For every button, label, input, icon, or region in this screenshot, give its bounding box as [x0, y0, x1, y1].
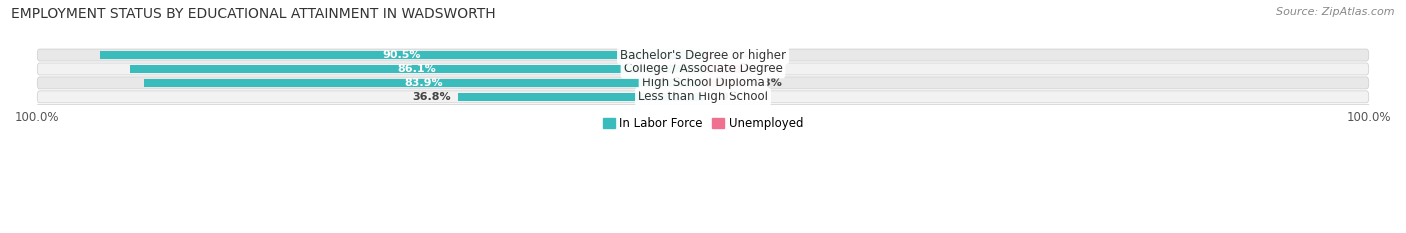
Text: Bachelor's Degree or higher: Bachelor's Degree or higher [620, 48, 786, 62]
FancyBboxPatch shape [37, 49, 1369, 61]
Text: 6.0%: 6.0% [749, 64, 780, 74]
Bar [145, 79, 703, 87]
FancyBboxPatch shape [37, 63, 1369, 75]
Bar [703, 51, 711, 59]
Text: EMPLOYMENT STATUS BY EDUCATIONAL ATTAINMENT IN WADSWORTH: EMPLOYMENT STATUS BY EDUCATIONAL ATTAINM… [11, 7, 496, 21]
FancyBboxPatch shape [37, 91, 1369, 103]
Text: 36.8%: 36.8% [413, 92, 451, 102]
Text: 1.3%: 1.3% [718, 50, 749, 60]
Bar [458, 93, 703, 101]
Bar [703, 65, 742, 73]
Bar [100, 51, 703, 59]
Text: 86.1%: 86.1% [396, 64, 436, 74]
Text: 83.9%: 83.9% [405, 78, 443, 88]
Text: College / Associate Degree: College / Associate Degree [624, 62, 782, 75]
FancyBboxPatch shape [37, 77, 1369, 89]
Text: High School Diploma: High School Diploma [641, 76, 765, 89]
Text: 0.0%: 0.0% [710, 92, 741, 102]
Text: 6.3%: 6.3% [752, 78, 783, 88]
Text: 90.5%: 90.5% [382, 50, 420, 60]
Legend: In Labor Force, Unemployed: In Labor Force, Unemployed [598, 112, 808, 134]
Text: Less than High School: Less than High School [638, 90, 768, 103]
Bar [129, 65, 703, 73]
Text: Source: ZipAtlas.com: Source: ZipAtlas.com [1277, 7, 1395, 17]
Bar [703, 79, 745, 87]
